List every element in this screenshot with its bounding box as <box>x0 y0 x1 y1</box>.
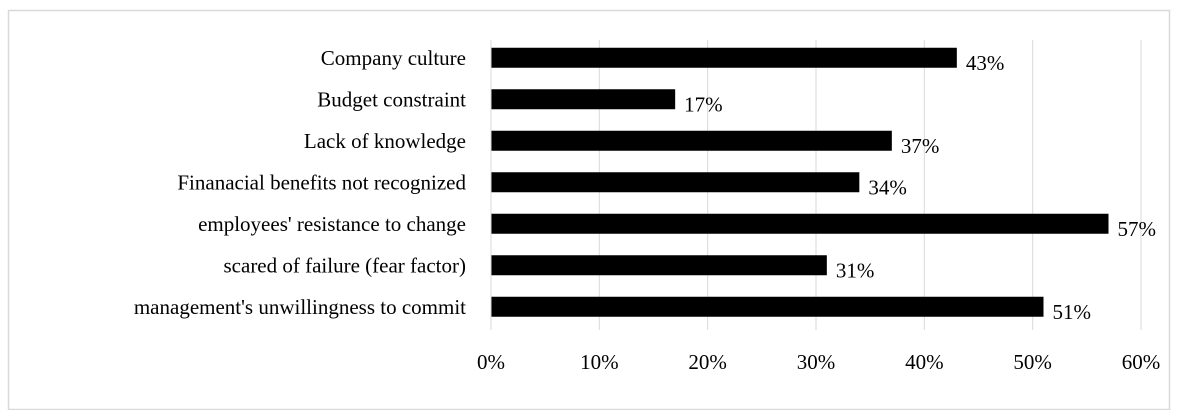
x-tick-label: 40% <box>905 350 944 374</box>
data-label: 34% <box>868 175 907 199</box>
data-label: 57% <box>1118 217 1157 241</box>
gridlines <box>598 40 1142 330</box>
category-label: Budget constraint <box>317 87 466 111</box>
x-axis-tick-labels: 0% 10% 20% 30% 40% 50% 60% <box>477 350 1160 374</box>
data-label: 31% <box>836 258 875 282</box>
data-label: 17% <box>684 92 723 116</box>
x-tick-label: 10% <box>580 350 619 374</box>
category-label: scared of failure (fear factor) <box>224 253 467 277</box>
data-labels: 43% 17% 37% 34% 57% 31% 51% <box>684 51 1156 324</box>
bar <box>491 255 827 276</box>
x-tick-label: 50% <box>1013 350 1052 374</box>
bar <box>491 89 676 110</box>
category-labels: Company culture Budget constraint Lack of … <box>134 46 467 319</box>
category-label: Company culture <box>321 46 466 70</box>
category-label: management's unwillingness to commit <box>134 295 466 319</box>
category-label: Finanacial benefits not recognized <box>177 170 466 194</box>
bar <box>491 47 957 68</box>
data-label: 37% <box>901 134 940 158</box>
x-tick-label: 60% <box>1122 350 1161 374</box>
x-tick-label: 20% <box>688 350 727 374</box>
x-tick-label: 0% <box>477 350 505 374</box>
category-label: employees' resistance to change <box>198 212 466 236</box>
bar <box>491 130 892 151</box>
bar <box>491 296 1044 317</box>
bar <box>491 172 860 193</box>
data-label: 51% <box>1053 300 1092 324</box>
x-tick-label: 30% <box>797 350 836 374</box>
category-label: Lack of knowledge <box>304 129 466 153</box>
bar <box>491 213 1109 234</box>
bars <box>491 47 1109 317</box>
data-label: 43% <box>966 51 1005 75</box>
